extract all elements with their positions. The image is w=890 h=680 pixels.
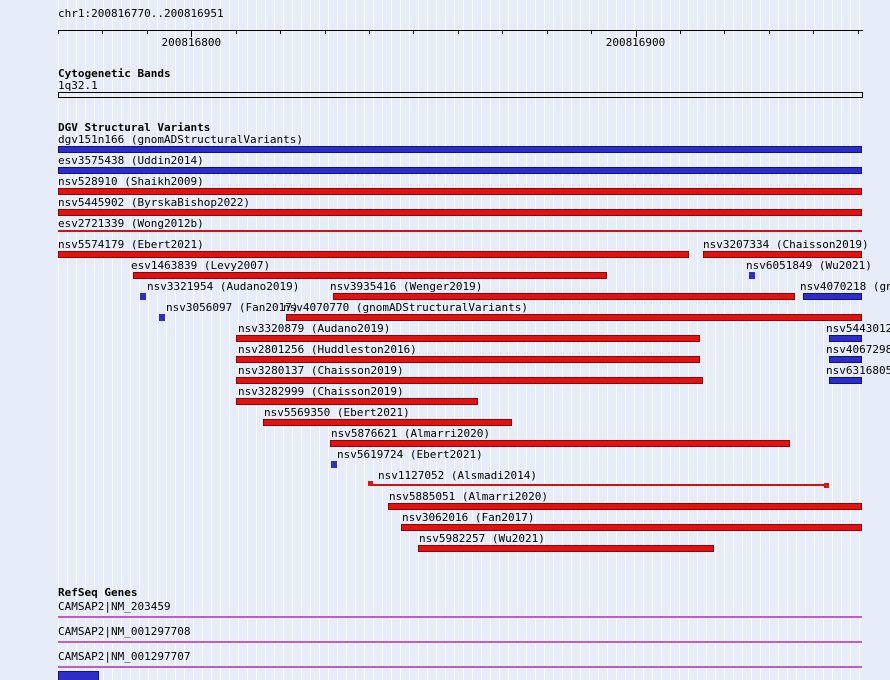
variant-label[interactable]: dgv151n166 (gnomADStructuralVariants) bbox=[58, 133, 304, 146]
variant-point[interactable] bbox=[140, 293, 146, 300]
variant-label[interactable]: nsv5574179 (Ebert2021) bbox=[58, 238, 204, 251]
section-header-refseq: RefSeq Genes bbox=[58, 586, 138, 599]
variant-bar-thin[interactable] bbox=[58, 230, 862, 232]
ruler-minor-tick bbox=[146, 30, 148, 34]
clipped-track-bar[interactable] bbox=[58, 671, 99, 680]
ruler-minor-tick bbox=[502, 30, 504, 34]
ruler-minor-tick bbox=[324, 30, 326, 34]
ruler-minor-tick bbox=[368, 30, 370, 34]
variant-label[interactable]: nsv4067298 bbox=[826, 343, 890, 356]
variant-label[interactable]: nsv3321954 (Audano2019) bbox=[147, 280, 300, 293]
ruler-minor-tick bbox=[857, 30, 859, 34]
variant-bar[interactable] bbox=[236, 398, 478, 405]
variant-label[interactable]: esv2721339 (Wong2012b) bbox=[58, 217, 204, 230]
variant-span-endpoint[interactable] bbox=[368, 481, 373, 486]
variant-label[interactable]: nsv5619724 (Ebert2021) bbox=[337, 448, 483, 461]
cytoband-glyph[interactable] bbox=[58, 92, 863, 98]
gene-intron-line[interactable] bbox=[58, 616, 862, 618]
ruler-minor-tick bbox=[724, 30, 726, 34]
variant-bar[interactable] bbox=[58, 251, 689, 258]
cytoband-label[interactable]: 1q32.1 bbox=[58, 79, 98, 92]
variant-label[interactable]: nsv5569350 (Ebert2021) bbox=[264, 406, 410, 419]
variant-label[interactable]: nsv6316805 bbox=[826, 364, 890, 377]
variant-label[interactable]: nsv3207334 (Chaisson2019) bbox=[703, 238, 869, 251]
variant-label[interactable]: nsv3282999 (Chaisson2019) bbox=[238, 385, 404, 398]
variant-bar[interactable] bbox=[829, 377, 862, 384]
ruler-minor-tick bbox=[280, 30, 282, 34]
section-header-dgv: DGV Structural Variants bbox=[58, 121, 211, 134]
ruler-minor-tick bbox=[413, 30, 415, 34]
variant-bar[interactable] bbox=[263, 419, 512, 426]
variant-bar[interactable] bbox=[236, 335, 700, 342]
variant-span-endpoint[interactable] bbox=[824, 483, 829, 488]
variant-label[interactable]: nsv3280137 (Chaisson2019) bbox=[238, 364, 404, 377]
ruler-tick-label: 200816900 bbox=[605, 36, 666, 49]
variant-span-line[interactable] bbox=[368, 484, 828, 486]
variant-bar[interactable] bbox=[388, 503, 862, 510]
variant-label[interactable]: nsv5443012 bbox=[826, 322, 890, 335]
ruler-minor-tick bbox=[546, 30, 548, 34]
ruler-minor-tick bbox=[813, 30, 815, 34]
gene-intron-line[interactable] bbox=[58, 666, 862, 668]
ruler-major-tick bbox=[635, 30, 637, 37]
variant-label[interactable]: nsv5876621 (Almarri2020) bbox=[331, 427, 490, 440]
ruler-axis bbox=[58, 30, 863, 31]
variant-bar[interactable] bbox=[58, 188, 862, 195]
variant-label[interactable]: nsv3062016 (Fan2017) bbox=[402, 511, 535, 524]
variant-label[interactable]: nsv4070218 (gn bbox=[800, 280, 890, 293]
variant-bar[interactable] bbox=[333, 293, 795, 300]
variant-label[interactable]: esv1463839 (Levy2007) bbox=[131, 259, 271, 272]
variant-bar[interactable] bbox=[829, 356, 862, 363]
variant-label[interactable]: nsv528910 (Shaikh2009) bbox=[58, 175, 204, 188]
variant-point[interactable] bbox=[749, 272, 755, 279]
variant-label[interactable]: nsv5885051 (Almarri2020) bbox=[389, 490, 548, 503]
variant-bar[interactable] bbox=[703, 251, 862, 258]
variant-bar[interactable] bbox=[803, 293, 862, 300]
variant-bar[interactable] bbox=[286, 314, 862, 321]
variant-label[interactable]: nsv2801256 (Huddleston2016) bbox=[238, 343, 417, 356]
ruler-minor-tick bbox=[102, 30, 104, 34]
variant-label[interactable]: nsv3935416 (Wenger2019) bbox=[330, 280, 483, 293]
variant-label[interactable]: nsv3320879 (Audano2019) bbox=[238, 322, 391, 335]
variant-bar[interactable] bbox=[58, 146, 862, 153]
ruler-tick-label: 200816800 bbox=[161, 36, 222, 49]
ruler-minor-tick bbox=[591, 30, 592, 34]
ruler-minor-tick bbox=[235, 30, 237, 34]
variant-label[interactable]: nsv5445902 (ByrskaBishop2022) bbox=[58, 196, 251, 209]
variant-label[interactable]: nsv4070770 (gnomADStructuralVariants) bbox=[283, 301, 529, 314]
gene-label[interactable]: CAMSAP2|NM_001297708 bbox=[58, 625, 191, 638]
ruler-minor-tick bbox=[679, 30, 681, 34]
variant-label[interactable]: nsv3056097 (Fan2017) bbox=[166, 301, 299, 314]
variant-label[interactable]: nsv6051849 (Wu2021) bbox=[746, 259, 872, 272]
gene-intron-line[interactable] bbox=[58, 641, 862, 643]
ruler-minor-tick bbox=[58, 30, 59, 34]
variant-bar[interactable] bbox=[418, 545, 714, 552]
variant-point[interactable] bbox=[159, 314, 165, 321]
section-header-cytobands: Cytogenetic Bands bbox=[58, 67, 171, 80]
variant-bar[interactable] bbox=[58, 167, 862, 174]
variant-label[interactable]: nsv1127052 (Alsmadi2014) bbox=[378, 469, 537, 482]
variant-bar[interactable] bbox=[236, 356, 700, 363]
ruler-minor-tick bbox=[768, 30, 770, 34]
ruler-major-tick bbox=[191, 30, 193, 37]
variant-bar[interactable] bbox=[401, 524, 862, 531]
ruler-minor-tick bbox=[457, 30, 459, 34]
variant-point[interactable] bbox=[331, 461, 337, 468]
variant-label[interactable]: nsv5982257 (Wu2021) bbox=[419, 532, 545, 545]
variant-bar[interactable] bbox=[829, 335, 862, 342]
region-title: chr1:200816770..200816951 bbox=[58, 7, 224, 20]
variant-bar[interactable] bbox=[236, 377, 703, 384]
variant-label[interactable]: esv3575438 (Uddin2014) bbox=[58, 154, 204, 167]
variant-bar[interactable] bbox=[58, 209, 862, 216]
gene-label[interactable]: CAMSAP2|NM_001297707 bbox=[58, 650, 191, 663]
gene-label[interactable]: CAMSAP2|NM_203459 bbox=[58, 600, 171, 613]
variant-bar[interactable] bbox=[133, 272, 607, 279]
variant-bar[interactable] bbox=[330, 440, 790, 447]
